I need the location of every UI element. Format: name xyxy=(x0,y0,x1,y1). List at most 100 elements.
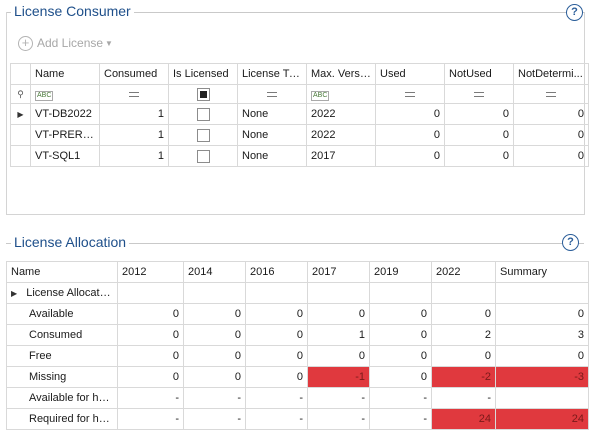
cell-value-highlighted[interactable]: -3 xyxy=(495,366,589,388)
cell-not-used[interactable]: 0 xyxy=(444,103,514,125)
table-row[interactable]: Available for host - - - - - - xyxy=(6,387,589,409)
cell-not-used[interactable]: 0 xyxy=(444,145,514,167)
col-header-max-version[interactable]: Max. Versi... xyxy=(306,63,376,85)
col-header-2017[interactable]: 2017 xyxy=(307,261,370,283)
cell-used[interactable]: 0 xyxy=(375,124,445,146)
cell-is-licensed[interactable] xyxy=(168,124,238,146)
filter-not-used[interactable] xyxy=(444,84,514,104)
cell-max-version[interactable]: 2017 xyxy=(306,145,376,167)
is-licensed-checkbox[interactable] xyxy=(196,149,210,163)
cell-value[interactable]: 0 xyxy=(183,324,246,346)
table-row[interactable]: VT-SQL1 1 None 2017 0 0 0 xyxy=(10,145,589,167)
group-row-label[interactable]: ▶ License Allocation xyxy=(6,282,118,304)
table-row[interactable]: Missing 0 0 0 -1 0 -2 -3 xyxy=(6,366,589,388)
cell-value-highlighted[interactable]: 24 xyxy=(431,408,496,430)
cell-name[interactable]: VT-PRERE... xyxy=(30,124,100,146)
col-header-2016[interactable]: 2016 xyxy=(245,261,308,283)
cell-value[interactable]: 0 xyxy=(183,366,246,388)
cell-value[interactable]: 0 xyxy=(245,303,308,325)
cell-license-type[interactable]: None xyxy=(237,145,307,167)
col-header-name[interactable]: Name xyxy=(6,261,118,283)
add-license-button[interactable]: + Add License ▼ xyxy=(18,34,113,52)
table-row[interactable]: ▶ VT-DB2022 1 None 2022 0 0 0 xyxy=(10,103,589,125)
cell-not-determined[interactable]: 0 xyxy=(513,124,589,146)
cell-consumed[interactable]: 1 xyxy=(99,124,169,146)
cell-max-version[interactable]: 2022 xyxy=(306,103,376,125)
cell-value[interactable]: - xyxy=(183,408,246,430)
cell-value[interactable]: - xyxy=(369,408,432,430)
col-header-summary[interactable]: Summary xyxy=(495,261,589,283)
table-row[interactable]: Consumed 0 0 0 1 0 2 3 xyxy=(6,324,589,346)
cell-value[interactable]: 0 xyxy=(117,324,184,346)
cell-value[interactable]: 0 xyxy=(431,303,496,325)
is-licensed-checkbox[interactable] xyxy=(196,128,210,142)
filter-name[interactable]: ABC xyxy=(30,84,100,104)
filter-max-version[interactable]: ABC xyxy=(306,84,376,104)
cell-consumed[interactable]: 1 xyxy=(99,145,169,167)
cell-value[interactable]: 0 xyxy=(183,345,246,367)
filter-consumed[interactable] xyxy=(99,84,169,104)
cell-value[interactable]: 0 xyxy=(245,324,308,346)
cell-value[interactable]: 0 xyxy=(369,345,432,367)
col-header-is-licensed[interactable]: Is Licensed xyxy=(168,63,238,85)
cell-value[interactable]: - xyxy=(431,387,496,409)
cell-is-licensed[interactable] xyxy=(168,145,238,167)
cell-value[interactable]: 0 xyxy=(183,303,246,325)
cell-value-highlighted[interactable]: -2 xyxy=(431,366,496,388)
filter-not-determined[interactable] xyxy=(513,84,589,104)
col-header-used[interactable]: Used xyxy=(375,63,445,85)
cell-license-type[interactable]: None xyxy=(237,103,307,125)
cell-license-type[interactable]: None xyxy=(237,124,307,146)
cell-value[interactable]: - xyxy=(117,408,184,430)
col-header-not-determined[interactable]: NotDetermi... xyxy=(513,63,589,85)
cell-value-highlighted[interactable]: 24 xyxy=(495,408,589,430)
table-row[interactable]: VT-PRERE... 1 None 2022 0 0 0 xyxy=(10,124,589,146)
cell-value[interactable]: - xyxy=(245,408,308,430)
col-header-2019[interactable]: 2019 xyxy=(369,261,432,283)
cell-value[interactable]: 0 xyxy=(369,303,432,325)
cell-max-version[interactable]: 2022 xyxy=(306,124,376,146)
cell-value[interactable]: 0 xyxy=(495,345,589,367)
cell-is-licensed[interactable] xyxy=(168,103,238,125)
cell-value[interactable]: - xyxy=(307,408,370,430)
cell-value[interactable]: 0 xyxy=(307,303,370,325)
col-header-license-type[interactable]: License Ty... xyxy=(237,63,307,85)
cell-value[interactable]: - xyxy=(307,387,370,409)
table-row[interactable]: Available 0 0 0 0 0 0 0 xyxy=(6,303,589,325)
col-header-not-used[interactable]: NotUsed xyxy=(444,63,514,85)
cell-value[interactable]: 0 xyxy=(117,345,184,367)
cell-value-highlighted[interactable]: -1 xyxy=(307,366,370,388)
cell-value[interactable]: 3 xyxy=(495,324,589,346)
filter-is-licensed[interactable] xyxy=(168,84,238,104)
collapse-arrow-icon[interactable]: ▶ xyxy=(11,289,18,298)
cell-value[interactable]: 0 xyxy=(245,345,308,367)
cell-value[interactable]: - xyxy=(183,387,246,409)
cell-value[interactable]: 0 xyxy=(369,366,432,388)
cell-value[interactable]: - xyxy=(245,387,308,409)
cell-used[interactable]: 0 xyxy=(375,103,445,125)
cell-not-determined[interactable]: 0 xyxy=(513,145,589,167)
cell-consumed[interactable]: 1 xyxy=(99,103,169,125)
allocation-help-icon[interactable]: ? xyxy=(562,234,579,251)
is-licensed-checkbox[interactable] xyxy=(196,107,210,121)
cell-name[interactable]: VT-DB2022 xyxy=(30,103,100,125)
filter-used[interactable] xyxy=(375,84,445,104)
col-header-name[interactable]: Name xyxy=(30,63,100,85)
cell-value[interactable]: 0 xyxy=(369,324,432,346)
cell-not-used[interactable]: 0 xyxy=(444,124,514,146)
group-row[interactable]: ▶ License Allocation xyxy=(6,282,589,304)
cell-value[interactable]: 0 xyxy=(495,303,589,325)
filter-checkbox[interactable] xyxy=(196,87,210,101)
cell-value[interactable]: 0 xyxy=(307,345,370,367)
cell-value[interactable]: 0 xyxy=(117,366,184,388)
col-header-2022[interactable]: 2022 xyxy=(431,261,496,283)
consumer-help-icon[interactable]: ? xyxy=(566,4,583,21)
cell-value[interactable]: 0 xyxy=(245,366,308,388)
col-header-2014[interactable]: 2014 xyxy=(183,261,246,283)
cell-value[interactable]: - xyxy=(369,387,432,409)
col-header-2012[interactable]: 2012 xyxy=(117,261,184,283)
cell-value[interactable]: - xyxy=(117,387,184,409)
col-header-consumed[interactable]: Consumed xyxy=(99,63,169,85)
filter-license-type[interactable] xyxy=(237,84,307,104)
cell-value[interactable]: 1 xyxy=(307,324,370,346)
